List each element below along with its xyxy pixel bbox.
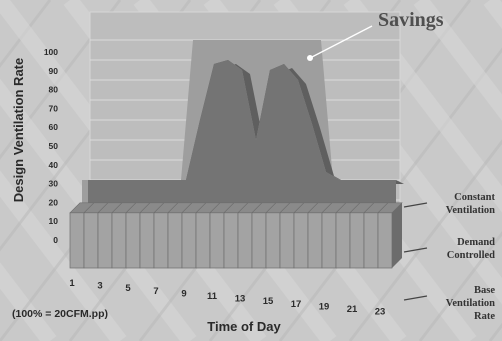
base-bar: [69, 202, 95, 269]
savings-leader-line: [309, 25, 373, 59]
x-tick-label: 9: [181, 288, 186, 299]
y-tick-label: 80: [49, 85, 59, 95]
base-bar: [167, 202, 193, 269]
base-bar: [265, 202, 291, 269]
base-bar-end-face: [392, 202, 402, 268]
x-axis-label: Time of Day: [207, 319, 281, 334]
y-tick-label: 40: [49, 160, 59, 170]
base-bar: [349, 202, 375, 269]
chart-title: Savings: [378, 9, 444, 31]
x-tick-label: 13: [235, 294, 246, 305]
legend-entry: Demand Controlled: [447, 237, 495, 261]
legend-leader: [403, 247, 428, 253]
x-tick-label: 23: [375, 307, 386, 318]
y-tick-label: 60: [49, 122, 59, 132]
x-tick-label: 15: [263, 296, 274, 307]
base-bar: [363, 202, 389, 269]
base-bar: [237, 202, 263, 269]
base-bar: [125, 202, 151, 269]
legend-leader: [403, 202, 428, 208]
y-tick-label: 90: [49, 66, 59, 76]
y-axis-label: Design Ventilation Rate: [11, 58, 26, 202]
legend-entry: Constant Ventilation: [446, 192, 496, 216]
x-tick-label: 19: [319, 301, 330, 312]
x-tick-label: 17: [291, 299, 302, 310]
y-tick-label: 30: [49, 179, 59, 189]
x-tick-label: 21: [347, 304, 358, 315]
y-tick-label: 10: [49, 216, 59, 226]
y-tick-label: 100: [44, 47, 58, 57]
x-axis-ticks: 1 3 5 7 9 11 13 15 17 19 21 23: [69, 278, 385, 318]
y-tick-label: 70: [49, 103, 59, 113]
series-demand-controlled: [88, 60, 396, 240]
rate-note: (100% = 20CFM.pp): [12, 308, 108, 320]
y-tick-label: 50: [49, 141, 59, 151]
y-tick-label: 20: [49, 197, 59, 207]
y-axis-ticks: 0 10 20 30 40 50 60 70 80 90 100: [44, 47, 58, 245]
x-tick-label: 1: [69, 278, 75, 289]
base-bar: [111, 202, 137, 269]
x-tick-label: 11: [207, 291, 218, 302]
base-bar: [293, 202, 319, 269]
series-demand-controlled-depth: [88, 60, 404, 184]
x-tick-label: 7: [153, 286, 158, 297]
legend: Constant Ventilation Demand Controlled Base V…: [403, 192, 496, 322]
savings-leader-dot: [307, 55, 313, 61]
x-tick-label: 5: [125, 283, 131, 294]
y-tick-label: 0: [53, 235, 58, 245]
series-base-ventilation-rate: [69, 202, 403, 269]
x-tick-label: 3: [97, 281, 102, 292]
base-bar: [251, 202, 277, 269]
legend-leader: [403, 295, 428, 301]
legend-entry: Base Ventilation Rate: [446, 285, 496, 322]
base-bar: [83, 202, 109, 269]
